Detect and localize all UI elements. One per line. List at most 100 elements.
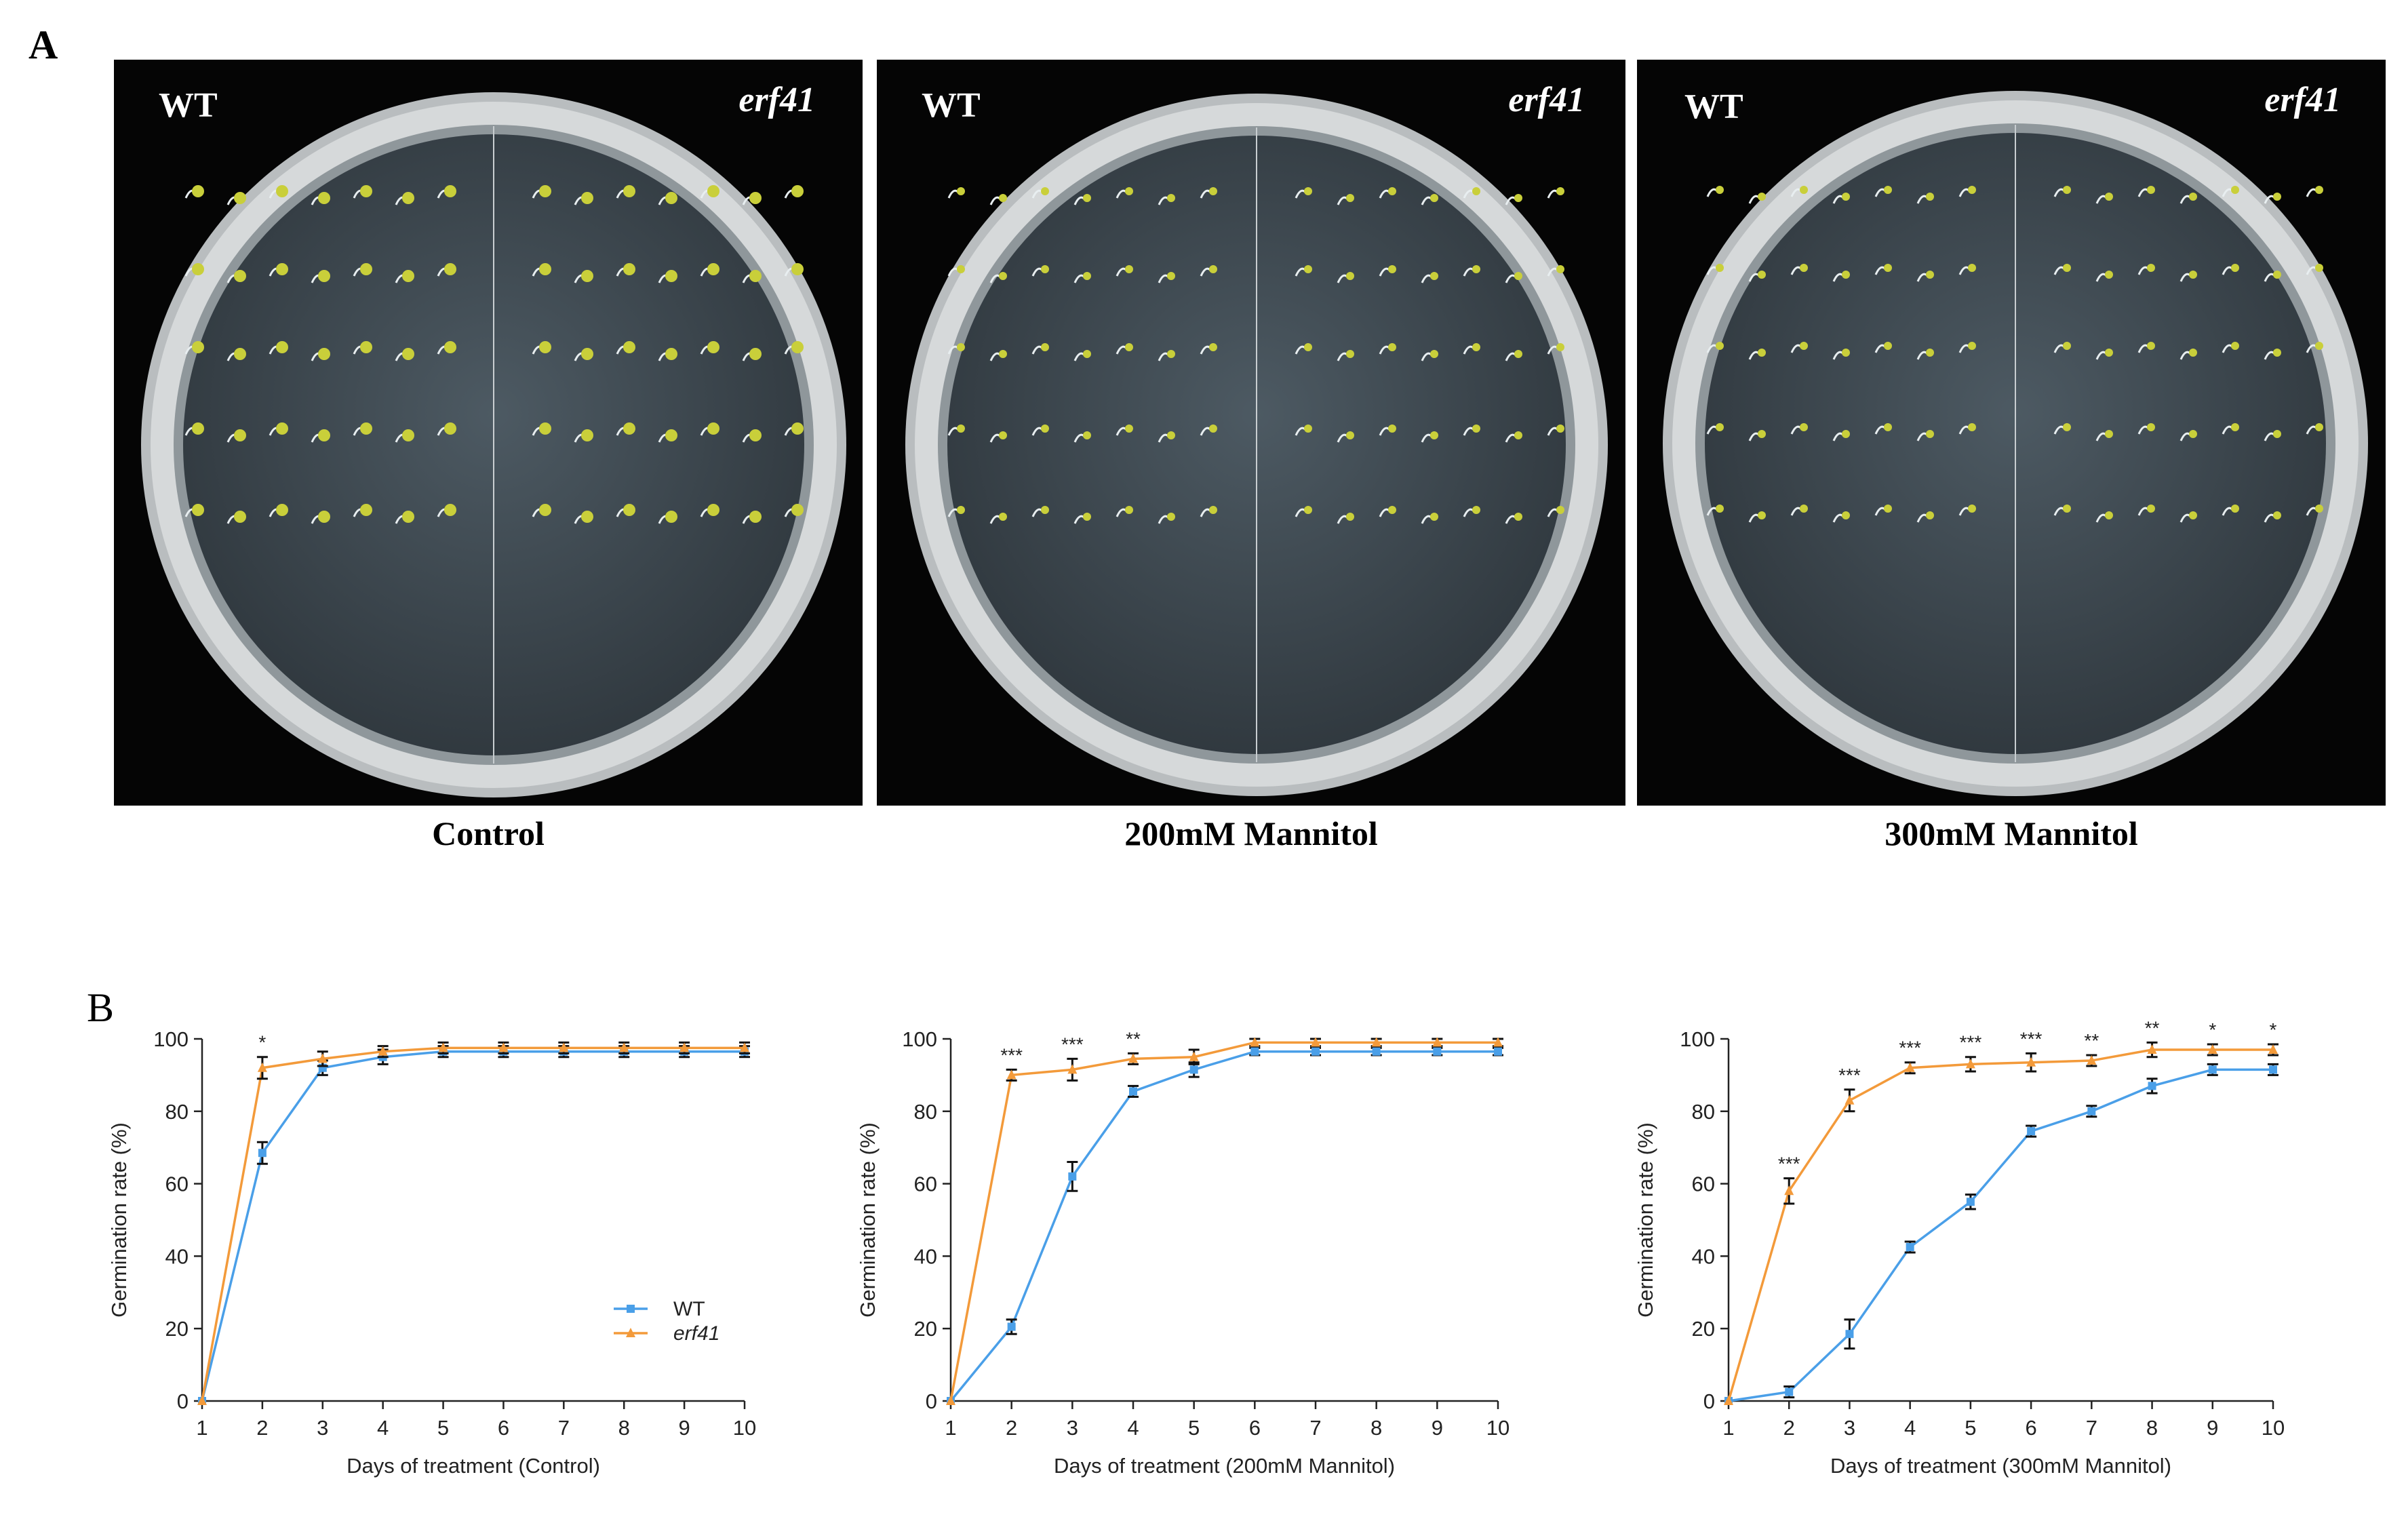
seedling (1926, 271, 1934, 279)
caption-200mm: 200mM Mannitol (1124, 814, 1378, 852)
seedling (1800, 186, 1808, 194)
x-tick-label: 3 (1067, 1416, 1078, 1440)
panel-label-b: B (87, 985, 115, 1030)
seedling (1514, 350, 1522, 358)
data-point-wt (2208, 1065, 2217, 1074)
series-line-erf41 (201, 1046, 745, 1402)
seedling (1388, 425, 1396, 433)
seedling (1968, 505, 1976, 513)
data-point-erf41 (2087, 1055, 2097, 1065)
y-tick-label: 80 (1692, 1100, 1715, 1124)
seedling (1716, 423, 1724, 431)
seedling (1041, 425, 1049, 433)
data-point-wt (1007, 1322, 1016, 1331)
petri-dish-drawing (1663, 91, 2368, 796)
seedling (192, 422, 204, 435)
y-tick-label: 100 (153, 1027, 189, 1051)
x-axis-label: Days of treatment (300mM Mannitol) (1830, 1454, 2171, 1478)
y-tick-label: 80 (914, 1100, 937, 1124)
seedling (1346, 513, 1354, 521)
seedling (1884, 186, 1892, 194)
seedling (2273, 511, 2281, 519)
data-point-erf41 (498, 1042, 509, 1052)
legend-marker (626, 1328, 635, 1337)
seedling (1125, 187, 1133, 195)
data-point-erf41 (946, 1396, 955, 1405)
seedling (2147, 423, 2155, 431)
seedling (623, 422, 635, 435)
seedling (1209, 265, 1217, 273)
seedling (318, 192, 330, 204)
data-point-erf41 (559, 1042, 569, 1052)
x-axis-label: Days of treatment (Control) (347, 1454, 600, 1478)
seedling (2105, 271, 2113, 279)
significance-label: *** (1061, 1033, 1084, 1054)
seedling (1083, 272, 1091, 280)
seedling (1968, 264, 1976, 272)
seedling (1083, 431, 1091, 439)
x-tick-label: 5 (1188, 1416, 1200, 1440)
seedling (192, 341, 204, 353)
seedling (1430, 350, 1438, 358)
data-point-erf41 (1905, 1062, 1915, 1072)
seedling (1842, 349, 1850, 357)
y-tick-label: 20 (1692, 1317, 1715, 1341)
x-tick-label: 10 (2262, 1416, 2285, 1440)
significance-label: *** (1000, 1044, 1023, 1065)
petri-dish-drawing (141, 92, 846, 797)
y-tick-label: 0 (1703, 1389, 1715, 1413)
seedling (1716, 264, 1724, 272)
seedling (1926, 193, 1934, 201)
seedling (791, 263, 804, 275)
seedling (1388, 265, 1396, 273)
y-tick-label: 0 (177, 1389, 189, 1413)
seedling (999, 194, 1007, 202)
data-point-erf41 (197, 1396, 207, 1405)
seedling (1884, 505, 1892, 513)
seedling (1884, 342, 1892, 350)
x-tick-label: 8 (1370, 1416, 1382, 1440)
data-point-wt (1068, 1172, 1077, 1181)
seedling (1430, 431, 1438, 439)
data-point-wt (1189, 1065, 1198, 1074)
seedling (1800, 342, 1808, 350)
x-tick-label: 6 (498, 1416, 509, 1440)
seedling (1167, 194, 1175, 202)
chart-2: 0 20 40 60 80 100 1 2 3 4 5 6 7 8 9 10 Days of treatment… (856, 1027, 1510, 1478)
data-point-wt (1494, 1047, 1502, 1056)
data-point-erf41 (1724, 1396, 1733, 1405)
seedling (791, 185, 804, 197)
x-axis-label: Days of treatment (200mM Mannitol) (1054, 1454, 1395, 1478)
seedling (2273, 271, 2281, 279)
caption-300mm: 300mM Mannitol (1885, 814, 2138, 852)
seedling (2315, 264, 2323, 272)
x-tick-label: 7 (1309, 1416, 1321, 1440)
seedling (1209, 425, 1217, 433)
seedling (1758, 349, 1766, 357)
significance-label: *** (1899, 1038, 1921, 1059)
seedling (707, 263, 719, 275)
y-tick-label: 0 (926, 1389, 937, 1413)
series-line-wt (1728, 1068, 2273, 1402)
seedling (402, 511, 414, 523)
series-line-erf41 (1727, 1048, 2273, 1402)
significance-label: ** (2084, 1030, 2099, 1051)
significance-label: *** (1960, 1032, 1982, 1053)
seedling (1968, 186, 1976, 194)
y-tick-label: 40 (1692, 1244, 1715, 1268)
seedling (234, 270, 246, 282)
seedling (1842, 271, 1850, 279)
data-point-erf41 (257, 1062, 267, 1072)
seedling (1388, 187, 1396, 195)
data-point-wt (1129, 1087, 1137, 1096)
seedling (1514, 513, 1522, 521)
seedling (2189, 430, 2197, 438)
seedling (1556, 265, 1564, 273)
seedling (402, 270, 414, 282)
seedling (1346, 350, 1354, 358)
seedling (1125, 506, 1133, 514)
y-tick-label: 40 (165, 1244, 189, 1268)
y-tick-label: 60 (914, 1172, 937, 1196)
seedling (444, 341, 456, 353)
